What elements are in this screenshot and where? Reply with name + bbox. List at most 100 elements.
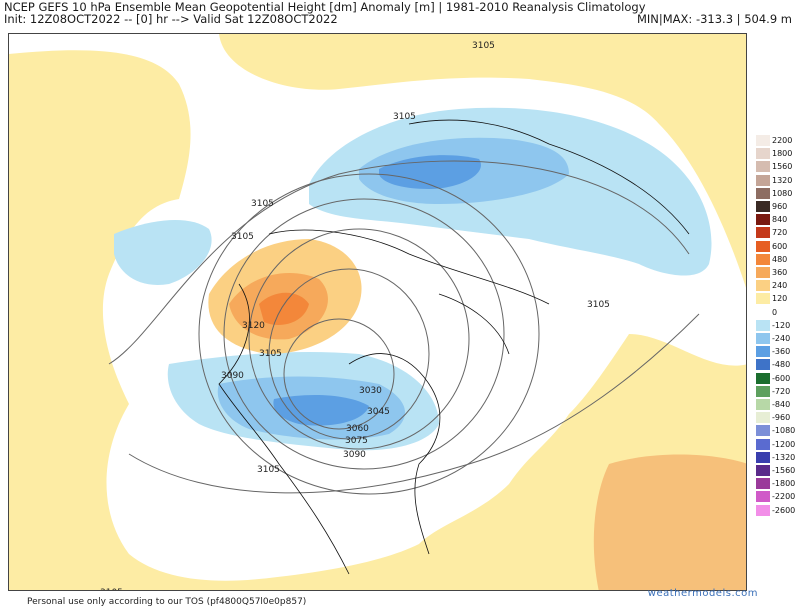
color-scale-row: -1320 xyxy=(756,451,800,463)
init-valid-time: Init: 12Z08OCT2022 -- [0] hr --> Valid S… xyxy=(4,12,338,26)
contour-label: 3075 xyxy=(345,436,368,446)
color-scale-row: 480 xyxy=(756,253,800,265)
contour-label: 3090 xyxy=(343,450,366,460)
color-scale-row: -840 xyxy=(756,399,800,410)
color-swatch xyxy=(756,306,770,318)
map-title: NCEP GEFS 10 hPa Ensemble Mean Geopotent… xyxy=(4,0,646,14)
coastlines xyxy=(218,119,690,575)
color-scale-row: 120 xyxy=(756,293,800,305)
color-scale-label: 0 xyxy=(772,307,778,317)
color-swatch xyxy=(756,240,770,252)
color-scale-label: -1080 xyxy=(772,426,796,436)
positive-anomaly-alaska-max xyxy=(259,292,309,325)
color-swatch xyxy=(756,451,770,463)
color-scale-row: -960 xyxy=(756,412,800,424)
color-scale-row: 720 xyxy=(756,227,800,239)
color-swatch xyxy=(756,465,770,476)
color-scale-label: -1320 xyxy=(772,452,796,462)
color-swatch xyxy=(756,504,770,516)
color-swatch xyxy=(756,346,770,358)
min-max-readout: MIN|MAX: -313.3 | 504.9 m xyxy=(636,12,792,26)
color-scale-label: -360 xyxy=(772,347,791,357)
color-swatch xyxy=(756,253,770,265)
color-swatch xyxy=(756,174,770,186)
map-panel[interactable]: 3105 3105 3105 3105 3120 3105 3090 3030 … xyxy=(8,33,747,591)
color-scale-row: -1080 xyxy=(756,425,800,437)
color-swatch xyxy=(756,187,770,199)
color-scale-label: 360 xyxy=(772,268,788,277)
color-scale-label: 120 xyxy=(772,294,788,304)
positive-anomaly-southeast xyxy=(593,454,746,590)
color-scale-row: -720 xyxy=(756,385,800,397)
color-swatch xyxy=(756,135,770,146)
contour-label: 3045 xyxy=(367,407,390,417)
color-scale-row: 0 xyxy=(756,306,800,318)
negative-anomaly-canada-min xyxy=(273,394,369,426)
color-swatch xyxy=(756,412,770,424)
color-scale-row: -480 xyxy=(756,359,800,371)
color-swatch xyxy=(756,161,770,173)
color-swatch xyxy=(756,293,770,305)
color-scale-row: 1080 xyxy=(756,187,800,199)
color-scale-label: -1800 xyxy=(772,479,796,489)
color-scale-label: -2200 xyxy=(772,492,796,502)
map-canvas xyxy=(9,34,746,590)
color-scale-label: 1800 xyxy=(772,149,793,159)
contour-label: 3105 xyxy=(472,41,495,51)
color-scale-row: -360 xyxy=(756,346,800,358)
color-scale-row: -2600 xyxy=(756,504,800,516)
color-scale-label: -240 xyxy=(772,334,791,343)
color-swatch xyxy=(756,148,770,160)
contour-label: 3030 xyxy=(359,386,382,396)
color-scale-label: 600 xyxy=(772,241,788,251)
color-swatch xyxy=(756,425,770,437)
color-scale-label: -480 xyxy=(772,360,791,370)
color-swatch xyxy=(756,478,770,490)
color-scale-label: 2200 xyxy=(772,136,793,145)
color-scale-row: -1200 xyxy=(756,438,800,450)
color-swatch xyxy=(756,359,770,371)
color-scale-label: 240 xyxy=(772,281,788,291)
contour-label: 3060 xyxy=(346,424,369,434)
color-scale-label: 1320 xyxy=(772,175,793,185)
color-scale-row: -2200 xyxy=(756,491,800,503)
contour-label: 3105 xyxy=(100,588,123,590)
contour-label: 3105 xyxy=(587,300,610,310)
color-scale-label: 840 xyxy=(772,215,788,225)
negative-anomaly-pacific xyxy=(114,219,212,285)
color-swatch xyxy=(756,491,770,503)
contour-label: 3105 xyxy=(257,465,280,475)
color-scale-label: -1560 xyxy=(772,466,796,475)
contour-label: 3090 xyxy=(221,371,244,381)
color-swatch xyxy=(756,201,770,212)
color-scale-legend: 2200 1800 1560 1320 1080 960 840 720 600 480 360 24… xyxy=(756,135,800,520)
color-scale-row: 1800 xyxy=(756,148,800,160)
contour-label: 3105 xyxy=(393,112,416,122)
color-scale-row: 840 xyxy=(756,214,800,226)
color-scale-row: 960 xyxy=(756,201,800,212)
color-scale-label: 480 xyxy=(772,254,788,264)
color-scale-row: -1560 xyxy=(756,465,800,476)
color-scale-label: 720 xyxy=(772,228,788,238)
color-scale-row: 240 xyxy=(756,280,800,292)
color-swatch xyxy=(756,227,770,239)
tos-notice: Personal use only according to our TOS (… xyxy=(27,597,307,607)
color-swatch xyxy=(756,267,770,278)
color-scale-label: -960 xyxy=(772,413,791,423)
color-scale-label: -2600 xyxy=(772,505,796,515)
color-swatch xyxy=(756,385,770,397)
height-contours xyxy=(108,160,700,495)
color-scale-label: 1080 xyxy=(772,188,793,198)
color-scale-label: 960 xyxy=(772,202,788,211)
color-scale-row: -240 xyxy=(756,333,800,344)
color-swatch xyxy=(756,319,770,331)
contour-label: 3105 xyxy=(251,199,274,209)
color-scale-row: 2200 xyxy=(756,135,800,146)
color-swatch xyxy=(756,214,770,226)
color-scale-label: 1560 xyxy=(772,162,793,172)
color-swatch xyxy=(756,333,770,344)
brand-logo: weathermodels.com xyxy=(647,588,758,599)
color-scale-label: -720 xyxy=(772,386,791,396)
color-scale-label: -1200 xyxy=(772,439,796,449)
color-scale-row: 1560 xyxy=(756,161,800,173)
